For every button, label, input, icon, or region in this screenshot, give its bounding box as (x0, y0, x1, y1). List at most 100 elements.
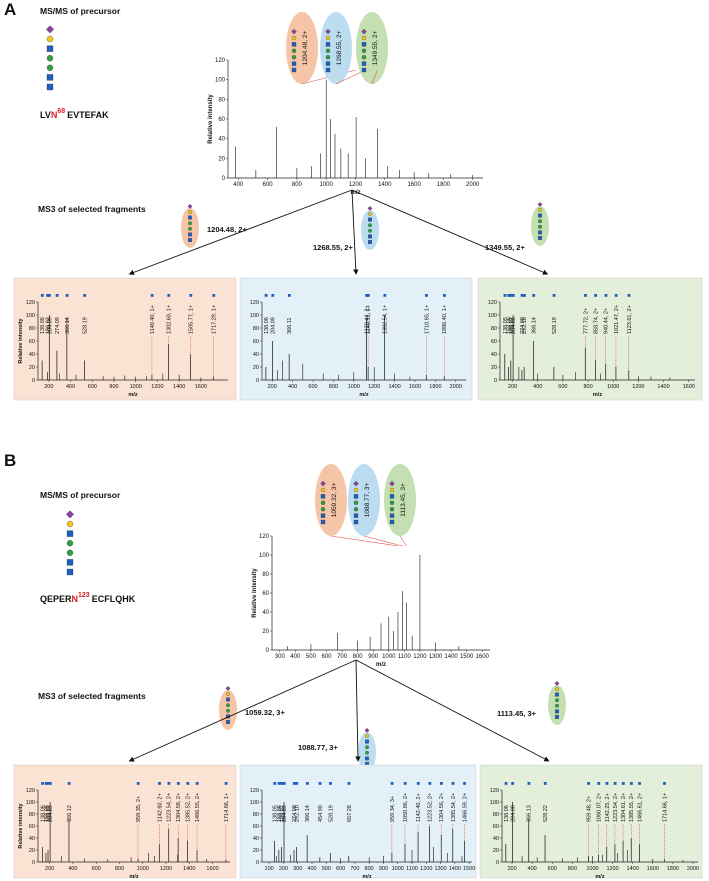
glycan-icon (428, 782, 432, 785)
peak-label: 274.09 (55, 317, 61, 334)
peptide-suffix: ECFLQHK (92, 594, 136, 604)
x-tick-label: 400 (288, 384, 297, 390)
peak-label: 138.06 (504, 805, 510, 822)
precursor-label: 1349.55, 2+ (372, 31, 379, 66)
x-tick-label: 1000 (382, 654, 396, 660)
x-tick-label: 400 (533, 384, 542, 390)
glycan-icon (511, 782, 515, 785)
glycan-circle (291, 55, 297, 60)
peak-label: 366.14 (531, 317, 537, 334)
peak-label: 186.07 (46, 805, 52, 822)
glycan-square (361, 61, 367, 66)
glycan-circle (325, 48, 331, 53)
glycan-square (226, 697, 230, 702)
glycan-square (389, 519, 395, 525)
peak-label: 274.09 (520, 317, 526, 334)
y-tick-label: 0 (32, 860, 35, 866)
peptide-prefix: QEPER (40, 594, 72, 604)
glycan-circle (368, 223, 372, 228)
glycan-circle (66, 540, 74, 547)
precursor-title: MS/MS of precursor (40, 6, 121, 16)
peak-label: 1385.54, 2+ (451, 793, 457, 822)
glycosite: N (72, 594, 79, 604)
x-tick-label: 1100 (398, 654, 412, 660)
y-tick-label: 80 (491, 326, 497, 332)
x-tick-label: 1800 (437, 182, 451, 188)
glycan-square (66, 530, 74, 537)
y-tick-label: 40 (262, 610, 269, 616)
y-tick-label: 100 (259, 553, 270, 559)
peak-label: 1142.60, 2+ (157, 793, 163, 822)
x-tick-label: 400 (307, 866, 316, 872)
x-tick-label: 1200 (606, 866, 618, 872)
glycan-icon (224, 782, 228, 785)
glycan-icon (365, 294, 368, 297)
x-tick-label: 200 (507, 866, 516, 872)
glycan-icon (503, 294, 507, 297)
x-tick-label: 1200 (349, 182, 363, 188)
precursor-link (371, 69, 378, 85)
peak-label: 138.06 (40, 805, 46, 822)
y-tick-label: 80 (253, 326, 259, 332)
x-tick-label: 800 (365, 866, 374, 872)
x-tick-label: 800 (329, 384, 338, 390)
peak-label: 1050.86, 2+ (403, 793, 409, 822)
peak-label: 657.28 (347, 805, 353, 822)
y-tick-label: 0 (222, 176, 226, 182)
glycan-icon (167, 294, 171, 297)
x-tick-label: 200 (45, 866, 54, 872)
glycan-diamond (320, 480, 326, 487)
y-tick-label: 80 (29, 326, 35, 332)
x-tick-label: 700 (337, 654, 348, 660)
y-tick-label: 100 (490, 800, 499, 806)
glycan-circle (66, 549, 74, 556)
glycan-icon (40, 294, 44, 297)
glycan-circle (389, 500, 395, 505)
peak-label: 1505.77, 1+ (189, 305, 195, 334)
x-tick-label: 800 (568, 866, 577, 872)
glycan-circle (325, 35, 331, 41)
x-tick-label: 800 (292, 182, 303, 188)
glycan-icon (277, 782, 281, 785)
y-tick-label: 120 (26, 300, 35, 306)
x-tick-label: 1600 (647, 866, 659, 872)
x-tick-label: 600 (558, 384, 567, 390)
glycan-circle (188, 226, 192, 231)
x-tick-label: 400 (233, 182, 244, 188)
glycan-circle (368, 212, 372, 216)
peak-label: 1304.61, 2+ (621, 793, 627, 822)
glycan-icon (347, 782, 351, 785)
x-tick-label: 1300 (429, 654, 443, 660)
y-tick-label: 40 (29, 836, 35, 842)
glycan-circle (361, 48, 367, 53)
glycan-circle (291, 35, 297, 41)
peak-label: 1142.40, 2+ (416, 793, 422, 822)
peak-label: 1304.58, 2+ (176, 793, 182, 822)
glycan-icon (527, 782, 531, 785)
peptide-prefix: LV (40, 110, 51, 120)
x-tick-label: 1400 (444, 654, 458, 660)
y-tick-label: 80 (253, 812, 259, 818)
peak-label: 959.48, 2+ (586, 796, 592, 822)
peak-label: 138.06 (264, 317, 270, 334)
x-tick-label: 1200 (151, 384, 163, 390)
glycan-icon (587, 782, 590, 785)
glycan-icon (46, 294, 49, 297)
glycan-circle (555, 687, 559, 691)
glycan-circle (365, 734, 369, 738)
glycan-icon (48, 782, 52, 785)
glycan-circle (66, 520, 74, 528)
x-axis-label: m/z (376, 662, 386, 668)
x-tick-label: 600 (308, 384, 317, 390)
x-tick-label: 500 (306, 654, 317, 660)
y-tick-label: 120 (250, 788, 259, 794)
glycan-square (555, 692, 559, 697)
glycan-icon (504, 782, 508, 785)
peak-label: 204.08 (511, 317, 517, 334)
peak-label: 777.72, 2+ (583, 308, 589, 334)
x-tick-label: 1200 (632, 384, 644, 390)
peak-label: 138.05 (503, 317, 509, 334)
x-tick-label: 1000 (137, 866, 149, 872)
glycan-icon (167, 782, 171, 785)
glycan-icon (383, 294, 387, 297)
